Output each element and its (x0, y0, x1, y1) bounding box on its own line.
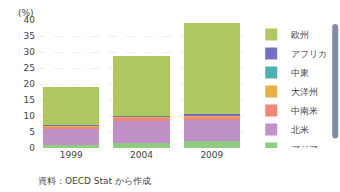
svg-text:40: 40 (24, 15, 36, 25)
svg-text:北米: 北米 (291, 125, 309, 135)
svg-text:大洋州: 大洋州 (291, 87, 318, 97)
svg-text:25: 25 (24, 63, 35, 73)
svg-text:アフリカ: アフリカ (291, 49, 327, 59)
svg-text:(%): (%) (18, 8, 34, 18)
svg-text:5: 5 (29, 127, 35, 137)
svg-text:0: 0 (29, 143, 35, 153)
svg-text:10: 10 (24, 111, 36, 121)
svg-text:20: 20 (24, 79, 36, 89)
svg-text:中東: 中東 (291, 68, 309, 78)
svg-text:2004: 2004 (130, 150, 153, 160)
svg-text:1999: 1999 (60, 150, 83, 160)
svg-text:中南米: 中南米 (291, 106, 318, 116)
svg-text:欧州: 欧州 (291, 30, 309, 40)
svg-text:2009: 2009 (200, 150, 223, 160)
svg-text:資料：OECD Stat から作成: 資料：OECD Stat から作成 (38, 176, 151, 186)
svg-text:35: 35 (24, 31, 35, 41)
svg-text:アジア: アジア (291, 144, 318, 148)
svg-text:15: 15 (24, 95, 35, 105)
svg-text:30: 30 (24, 47, 36, 57)
